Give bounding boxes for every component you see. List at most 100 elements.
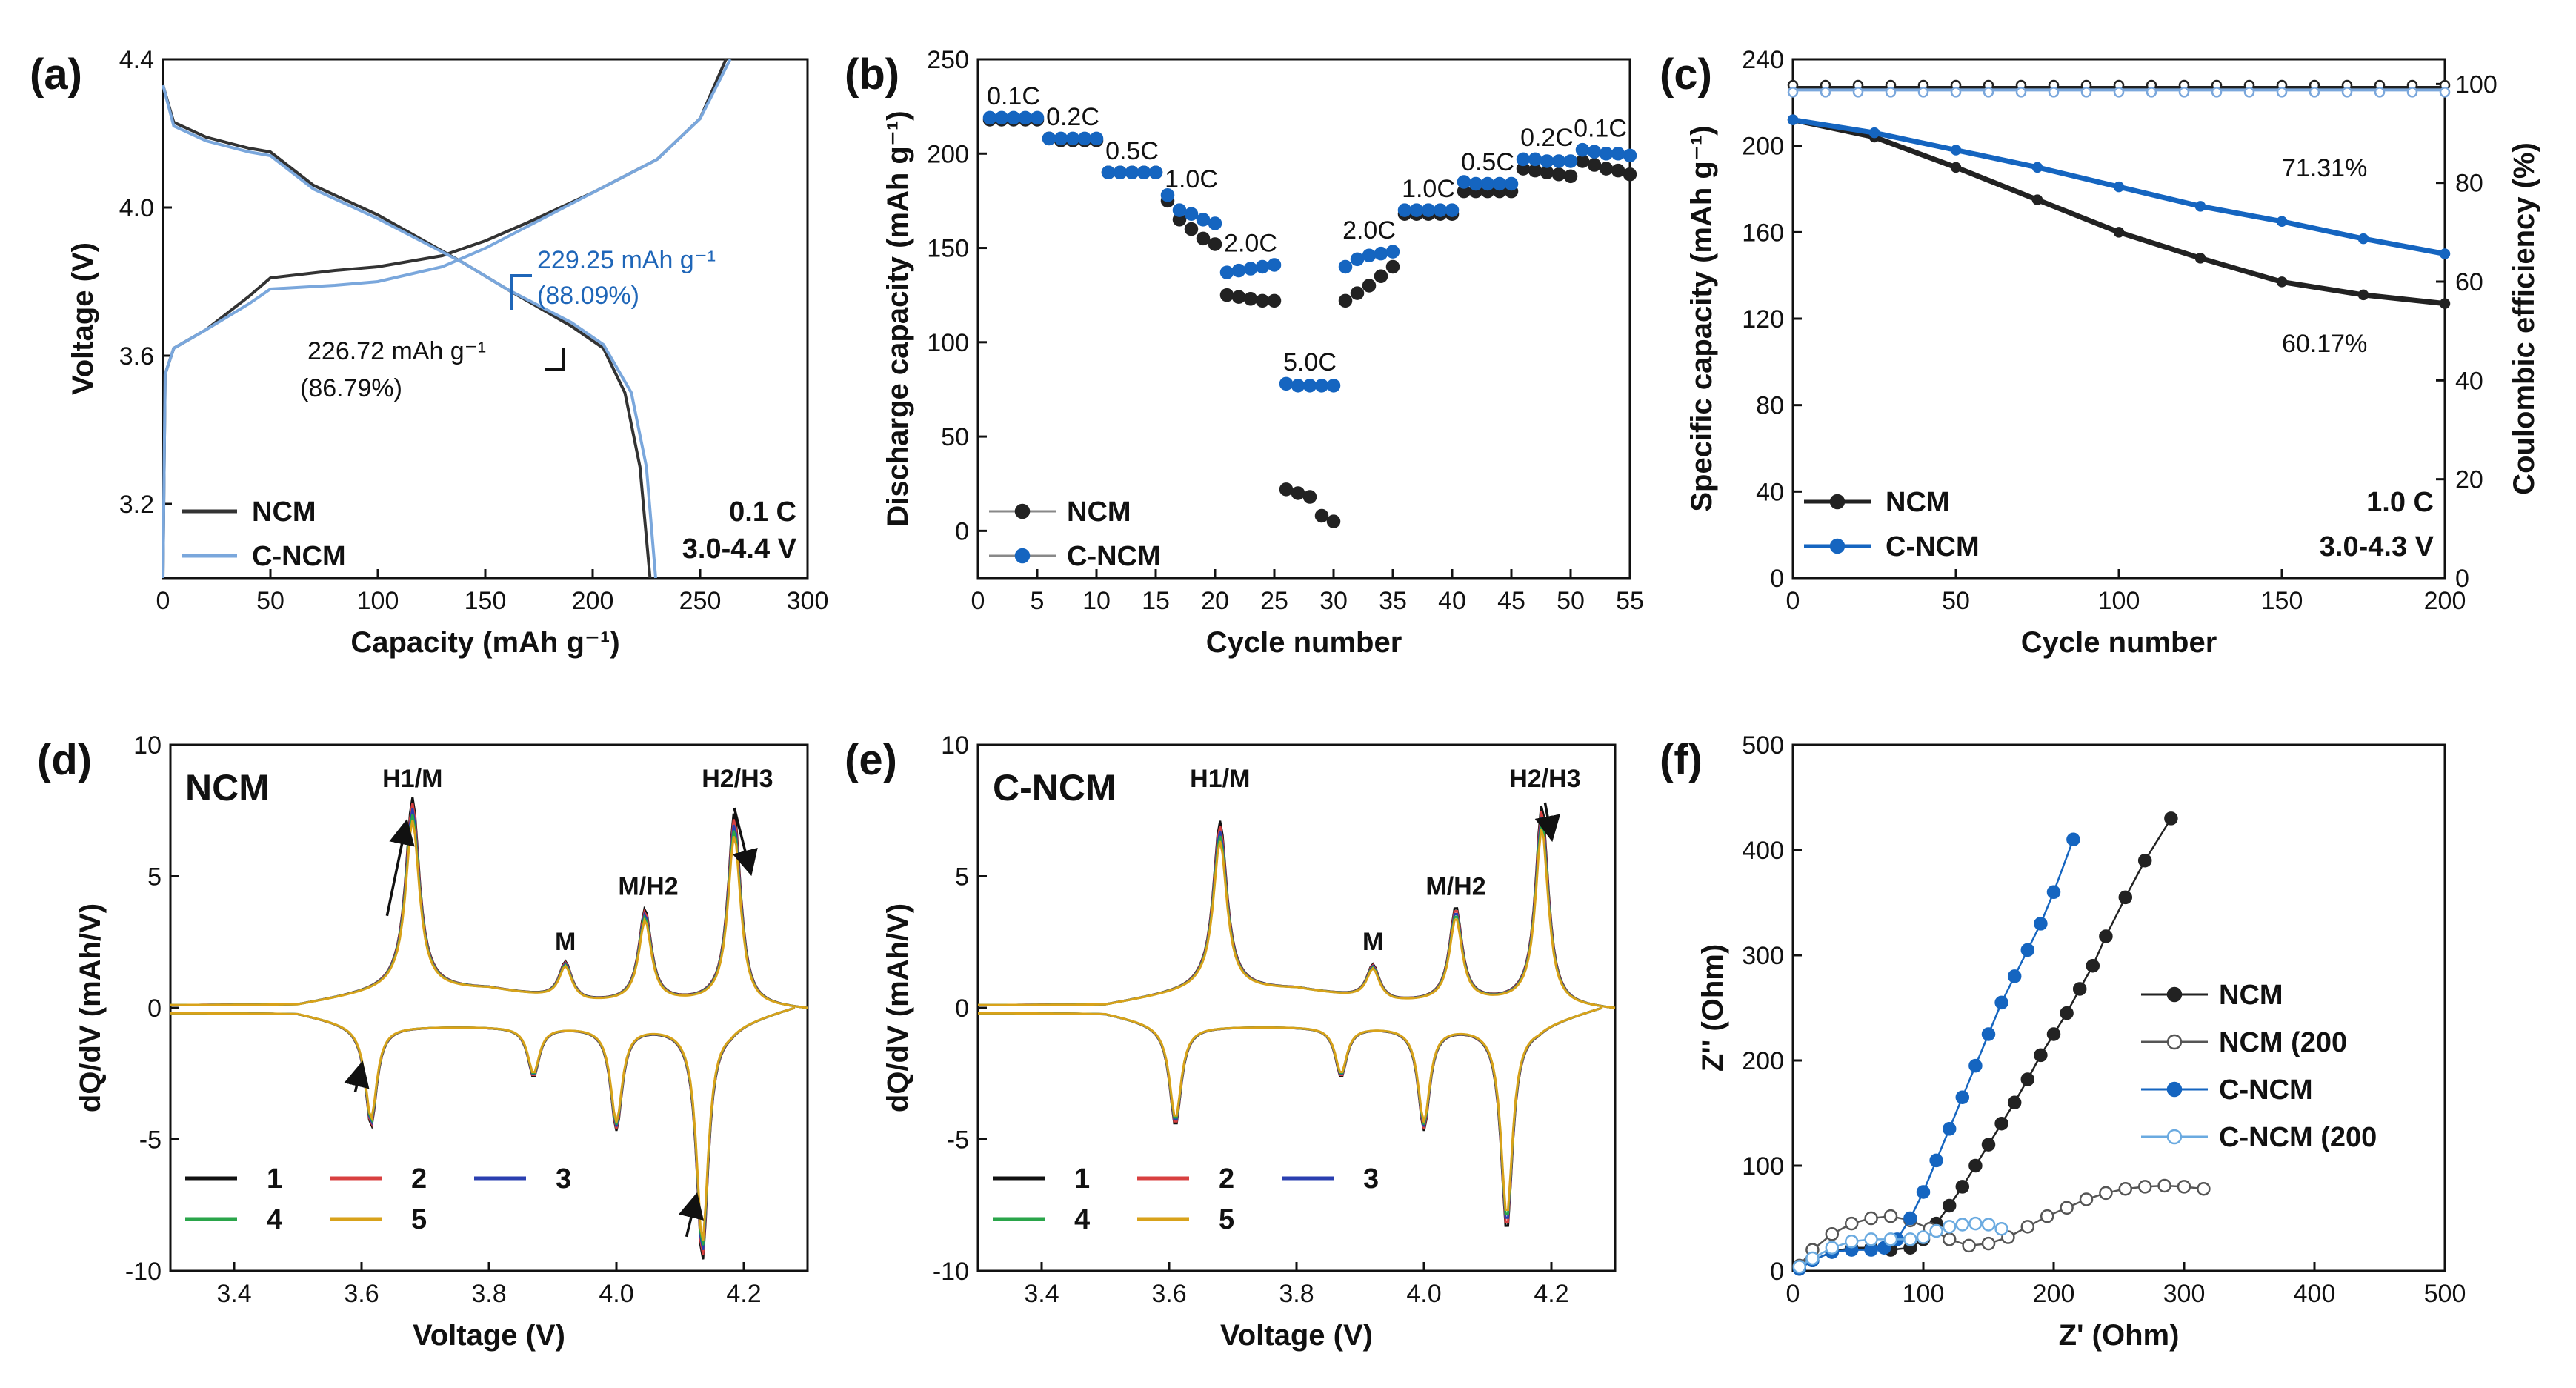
y-tick-label: 5 bbox=[955, 863, 969, 891]
nyquist-point-C-NCM (200th) bbox=[1955, 1218, 1970, 1232]
nyquist-point-NCM (200th) bbox=[1962, 1238, 1976, 1253]
nyquist-point-C-NCM (200th) bbox=[1916, 1230, 1931, 1244]
nyquist-point-NCM bbox=[2164, 811, 2178, 826]
nyquist-point-C-NCM (200th) bbox=[1981, 1218, 1996, 1232]
cncm-retention: 71.31% bbox=[2282, 154, 2367, 182]
x-tick-label: 3.6 bbox=[344, 1280, 379, 1308]
y-tick-label: 100 bbox=[1742, 1152, 1784, 1181]
nyquist-point-NCM bbox=[2086, 958, 2100, 973]
voltage-curve-discharge-NCM bbox=[162, 84, 652, 579]
y2-tick-label: 0 bbox=[2455, 565, 2469, 593]
x-tick-label: 3.8 bbox=[1279, 1280, 1314, 1308]
plot-frame-e bbox=[976, 743, 1617, 1272]
trend-arrow bbox=[678, 1192, 704, 1238]
ce-point-C-NCM bbox=[2341, 87, 2353, 98]
legend-label: 2 bbox=[1219, 1163, 1234, 1195]
capacity-point-C-NCM bbox=[2031, 162, 2043, 173]
nyquist-point-NCM (200th) bbox=[1883, 1209, 1898, 1223]
rate-point-C-NCM bbox=[1160, 188, 1175, 202]
capacity-point-C-NCM bbox=[2439, 248, 2451, 259]
legend-label: 3 bbox=[1363, 1163, 1379, 1195]
peak-label-m: M bbox=[1362, 928, 1383, 956]
x-tick-label: 300 bbox=[787, 587, 829, 615]
ncm-bracket bbox=[545, 348, 565, 371]
rate-point-C-NCM bbox=[1350, 252, 1365, 267]
rate-point-NCM bbox=[1184, 222, 1199, 236]
y-axis-label: Z'' (Ohm) bbox=[1697, 944, 1729, 1072]
ce-point-C-NCM bbox=[2113, 87, 2125, 98]
nyquist-point-NCM (200th) bbox=[1981, 1236, 1996, 1251]
legend-label: 2 bbox=[411, 1163, 427, 1195]
y-tick-label: 4.4 bbox=[119, 46, 154, 74]
rate-point-C-NCM bbox=[1480, 176, 1495, 191]
y-axis-label: Discharge capacity (mAh g⁻¹) bbox=[882, 110, 914, 526]
nyquist-point-NCM (200th) bbox=[2157, 1178, 2171, 1193]
y-tick-label: 10 bbox=[133, 731, 162, 760]
y-tick-label: -5 bbox=[139, 1126, 162, 1155]
rate-point-NCM bbox=[1314, 508, 1329, 523]
rate-point-C-NCM bbox=[1599, 147, 1614, 161]
rate-label: 0.2C bbox=[1520, 124, 1574, 152]
legend-label-base: C-NCM bbox=[2219, 1075, 2313, 1106]
nyquist-point-C-NCM (200th) bbox=[1903, 1232, 1917, 1246]
rate-point-C-NCM bbox=[1445, 203, 1460, 217]
x-tick-label: 3.8 bbox=[471, 1280, 506, 1308]
rate-point-C-NCM bbox=[1101, 165, 1116, 179]
nyquist-point-NCM bbox=[2060, 1006, 2074, 1020]
ce-point-C-NCM bbox=[2146, 87, 2157, 98]
x-tick-label: 0 bbox=[1786, 1280, 1800, 1308]
legend-marker bbox=[2166, 986, 2183, 1003]
panel-label: (c) bbox=[1660, 50, 1712, 99]
capacity-point-C-NCM bbox=[2194, 201, 2206, 212]
ce-point-C-NCM bbox=[1983, 87, 1994, 98]
ce-point-C-NCM bbox=[1885, 87, 1897, 98]
x-tick-label: 200 bbox=[2033, 1280, 2075, 1308]
rate-point-C-NCM bbox=[994, 110, 1009, 125]
y2-tick-label: 80 bbox=[2455, 170, 2483, 198]
nyquist-point-NCM (200th) bbox=[1942, 1232, 1957, 1246]
x-tick-label: 250 bbox=[679, 587, 722, 615]
rate-point-C-NCM bbox=[1540, 154, 1554, 168]
rate-point-NCM bbox=[1551, 167, 1566, 182]
legend-label: NCM (200 bbox=[2219, 1027, 2347, 1058]
nyquist-point-NCM bbox=[2007, 1095, 2022, 1110]
rate-point-C-NCM bbox=[1255, 259, 1270, 274]
legend-label: NCM bbox=[1886, 487, 1950, 518]
rate-point-NCM bbox=[1302, 490, 1317, 504]
trend-arrow bbox=[385, 818, 415, 917]
y-tick-label: 400 bbox=[1742, 837, 1784, 865]
x-tick-label: 55 bbox=[1616, 587, 1644, 615]
rate-point-C-NCM bbox=[982, 110, 997, 125]
legend-label: C-NCM bbox=[1886, 531, 1980, 562]
panel-label: (f) bbox=[1660, 736, 1703, 784]
y-tick-label: 0 bbox=[1770, 1258, 1784, 1286]
nyquist-point-NCM bbox=[1981, 1138, 1996, 1152]
ce-point-C-NCM bbox=[1950, 87, 1962, 98]
nyquist-point-C-NCM bbox=[1929, 1153, 1943, 1168]
plot-frame-d bbox=[169, 743, 809, 1272]
nyquist-point-C-NCM bbox=[1903, 1211, 1917, 1226]
rate-point-C-NCM bbox=[1528, 152, 1542, 167]
x-tick-label: 40 bbox=[1438, 587, 1466, 615]
capacity-curve-NCM bbox=[1792, 117, 2446, 307]
ncm-retention: 60.17% bbox=[2282, 330, 2367, 358]
dqdv-discharge-4th bbox=[170, 1006, 796, 1246]
rate-point-C-NCM bbox=[1516, 152, 1531, 167]
legend-label-base: 5 bbox=[411, 1204, 427, 1235]
ce-point-C-NCM bbox=[2439, 87, 2451, 98]
rate-point-C-NCM bbox=[1065, 131, 1080, 146]
nyquist-point-NCM bbox=[2046, 1027, 2061, 1041]
nyquist-line-NCM (200th) bbox=[1798, 1184, 2204, 1266]
rate-point-NCM bbox=[1267, 293, 1282, 308]
legend-label-base: 5 bbox=[1219, 1204, 1234, 1235]
legend-marker bbox=[2166, 1081, 2183, 1098]
legend-label: 1 bbox=[1074, 1163, 1090, 1195]
x-tick-label: 45 bbox=[1497, 587, 1525, 615]
nyquist-point-C-NCM bbox=[2066, 832, 2080, 847]
dqdv-charge-1st bbox=[978, 805, 1616, 1009]
x-tick-label: 10 bbox=[1082, 587, 1111, 615]
nyquist-point-C-NCM bbox=[1968, 1058, 1983, 1073]
capacity-point-NCM bbox=[2113, 227, 2125, 238]
rate-point-C-NCM bbox=[1136, 165, 1151, 179]
y-tick-label: -10 bbox=[125, 1258, 162, 1286]
